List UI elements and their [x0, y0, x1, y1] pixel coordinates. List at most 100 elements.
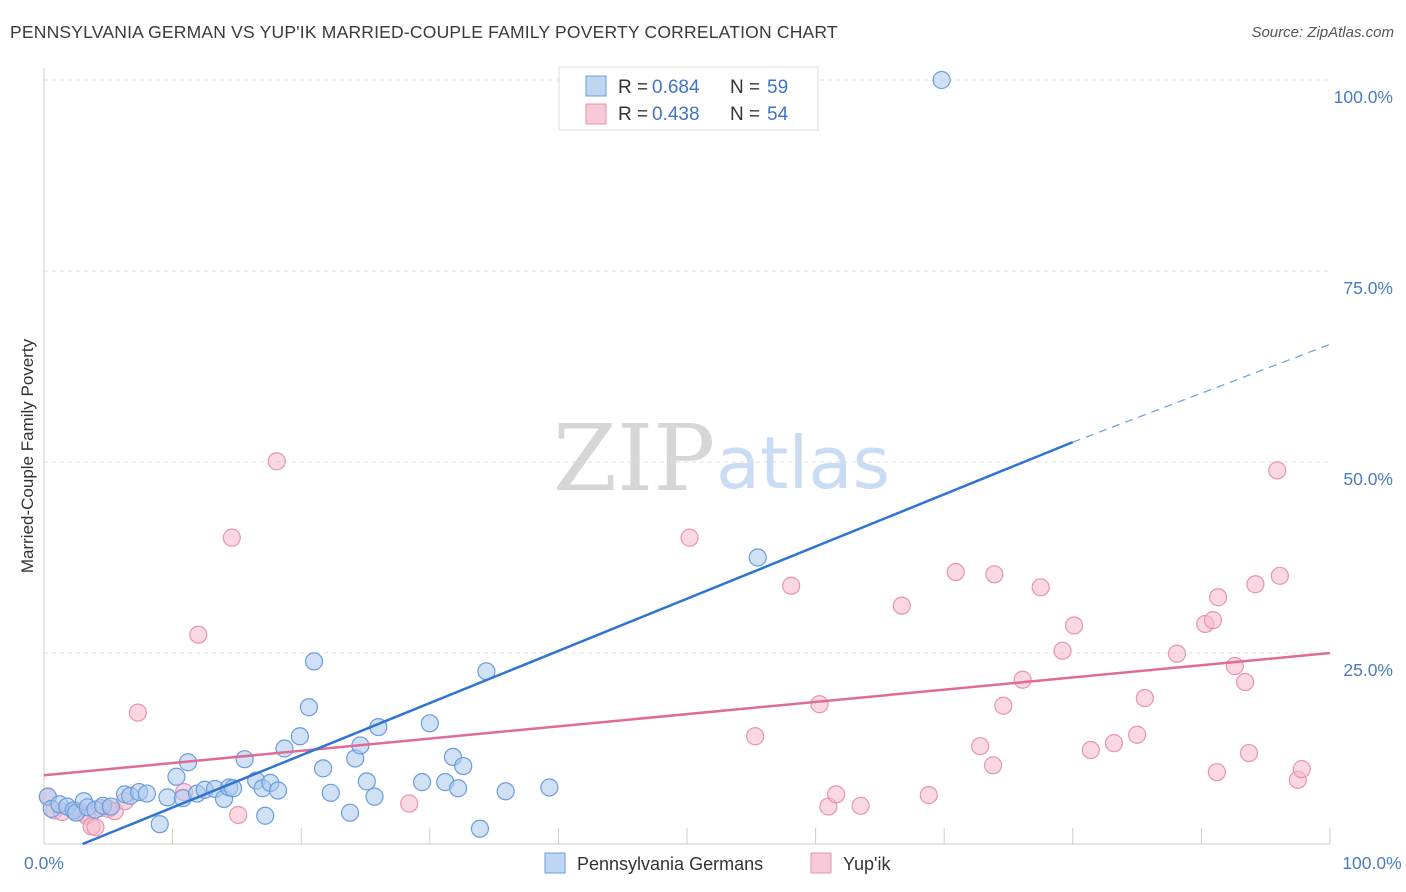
data-point	[158, 788, 177, 807]
data-point	[1209, 588, 1228, 607]
data-point	[1203, 611, 1223, 630]
y-tick-label: 75.0%	[1343, 278, 1393, 298]
stats-legend: R = 0.684 N = 59 R = 0.438 N = 54	[558, 66, 819, 131]
data-point	[1236, 672, 1255, 692]
data-point	[222, 528, 241, 547]
data-point	[267, 452, 286, 471]
grid-lines	[44, 79, 1330, 654]
data-point	[268, 781, 288, 800]
data-point	[470, 819, 490, 838]
data-point	[167, 767, 186, 786]
data-point	[1031, 578, 1050, 597]
data-point	[810, 695, 829, 714]
data-point	[1064, 616, 1084, 635]
watermark-atlas: atlas	[716, 421, 890, 505]
yupik-trend-line	[43, 651, 1331, 777]
data-point	[150, 815, 169, 834]
data-point	[229, 805, 248, 825]
data-point	[400, 794, 419, 813]
data-point	[275, 739, 294, 758]
data-point	[290, 727, 310, 746]
data-point	[365, 787, 384, 806]
data-point	[1135, 688, 1154, 708]
data-point	[1127, 725, 1147, 744]
data-point	[1246, 575, 1265, 594]
legend-r-label-1: R =	[618, 77, 648, 98]
pennsylvania-germans-trend-line	[82, 440, 1074, 846]
legend-n-value-2: 54	[767, 104, 789, 125]
legend-n-label-1: N =	[730, 77, 760, 98]
data-point	[946, 562, 965, 582]
data-point	[971, 737, 990, 756]
data-point	[340, 803, 360, 822]
data-point	[321, 783, 340, 802]
data-point	[86, 818, 105, 837]
data-point	[680, 528, 699, 547]
y-axis-label: Married-Couple Family Poverty	[18, 338, 37, 573]
data-point	[1207, 763, 1226, 782]
data-point	[496, 782, 515, 801]
data-point	[101, 797, 120, 816]
legend-n-value-1: 59	[767, 77, 788, 98]
data-point	[851, 796, 870, 815]
data-point	[748, 548, 767, 567]
legend-swatch-pink	[585, 103, 607, 125]
x-tick-label-max: 100.0%	[1342, 853, 1401, 873]
data-point	[313, 759, 333, 778]
data-point	[1225, 656, 1244, 676]
data-point	[256, 806, 275, 825]
data-point	[1167, 644, 1187, 663]
data-point	[412, 773, 432, 792]
pennsylvania-germans-trend-extension	[1072, 343, 1331, 443]
data-point	[540, 778, 559, 797]
trend-lines	[43, 343, 1331, 846]
data-point	[1104, 734, 1124, 753]
data-point	[827, 785, 846, 804]
y-tick-label: 50.0%	[1343, 469, 1393, 489]
y-tick-labels: 25.0% 50.0% 75.0% 100.0%	[1334, 87, 1393, 680]
chart-title: PENNSYLVANIA GERMAN VS YUP'IK MARRIED-CO…	[10, 22, 838, 42]
data-point	[137, 784, 156, 803]
watermark-zip: ZIP	[553, 405, 715, 512]
data-point	[994, 696, 1013, 715]
data-point	[1270, 566, 1289, 585]
data-point	[448, 779, 468, 798]
watermark: ZIP atlas	[553, 405, 890, 512]
data-point	[189, 625, 208, 644]
data-point	[299, 698, 319, 717]
series-legend-label-pink: Yup'ik	[843, 854, 891, 874]
x-tick-label-min: 0.0%	[24, 853, 64, 873]
series-legend: Pennsylvania Germans Yup'ik	[544, 852, 891, 874]
data-point	[1081, 740, 1100, 760]
data-point	[1053, 641, 1072, 660]
data-point	[919, 786, 938, 805]
data-point	[892, 596, 911, 615]
legend-swatch-blue	[585, 75, 607, 97]
data-point	[1013, 670, 1032, 689]
data-point	[932, 70, 951, 90]
data-point	[454, 756, 473, 776]
data-point	[128, 703, 147, 722]
legend-r-label-2: R =	[618, 104, 648, 125]
legend-r-value-1: 0.684	[652, 77, 700, 98]
source-label: Source: ZipAtlas.com	[1251, 24, 1394, 41]
series-legend-label-blue: Pennsylvania Germans	[577, 854, 763, 874]
data-point	[746, 727, 765, 746]
series-legend-swatch-blue	[544, 852, 566, 874]
data-point	[1292, 760, 1311, 779]
data-point	[782, 576, 801, 595]
data-point	[420, 714, 439, 733]
legend-n-label-2: N =	[730, 104, 760, 125]
y-tick-label: 100.0%	[1334, 87, 1393, 107]
data-point	[1268, 461, 1287, 480]
data-point	[235, 750, 254, 769]
y-tick-label: 25.0%	[1343, 660, 1393, 680]
data-point	[304, 652, 324, 671]
series-legend-swatch-pink	[810, 852, 832, 874]
data-point	[985, 565, 1004, 584]
data-point	[983, 756, 1003, 775]
data-point	[357, 772, 376, 791]
legend-r-value-2: 0.438	[652, 104, 700, 125]
data-point	[1239, 743, 1259, 763]
